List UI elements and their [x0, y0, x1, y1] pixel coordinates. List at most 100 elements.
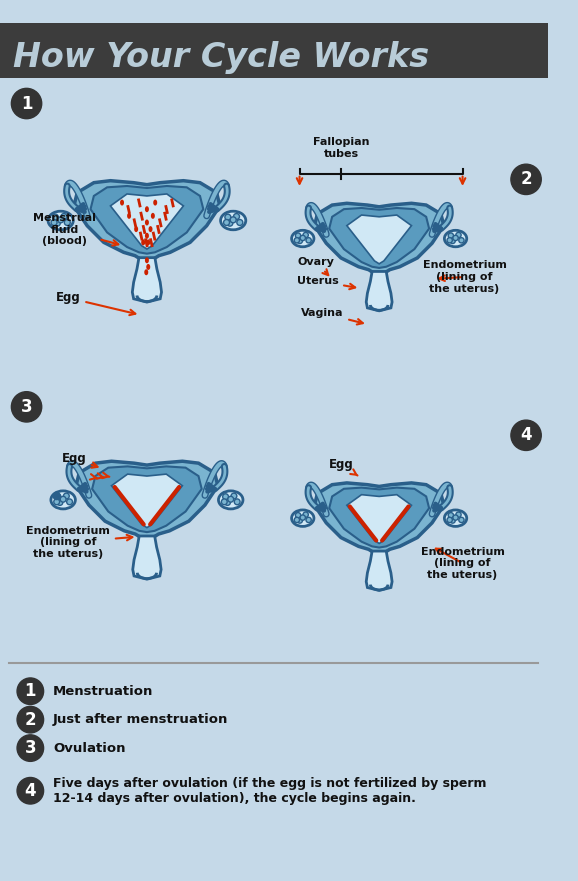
Text: 3: 3 — [24, 739, 36, 757]
Text: Menstrual
fluid
(blood): Menstrual fluid (blood) — [33, 213, 118, 246]
Circle shape — [453, 515, 458, 520]
Circle shape — [54, 499, 60, 505]
Polygon shape — [0, 23, 548, 78]
Circle shape — [295, 233, 301, 238]
Polygon shape — [91, 186, 203, 254]
Circle shape — [66, 499, 72, 505]
Circle shape — [228, 496, 234, 502]
Circle shape — [223, 493, 228, 500]
Circle shape — [60, 496, 66, 502]
Circle shape — [64, 493, 69, 499]
Circle shape — [55, 493, 61, 500]
Circle shape — [453, 235, 458, 241]
Text: Endometrium
(lining of
the uterus): Endometrium (lining of the uterus) — [27, 526, 132, 559]
Text: Ovary: Ovary — [297, 257, 334, 275]
Polygon shape — [329, 208, 429, 268]
Circle shape — [447, 517, 453, 522]
Circle shape — [237, 219, 243, 226]
Circle shape — [225, 500, 231, 506]
Polygon shape — [76, 462, 218, 538]
Text: Five days after ovulation (if the egg is not fertilized by sperm
12-14 days afte: Five days after ovulation (if the egg is… — [53, 777, 487, 804]
Circle shape — [12, 392, 42, 422]
Circle shape — [300, 515, 305, 520]
Circle shape — [456, 512, 461, 517]
Polygon shape — [112, 474, 183, 528]
Text: Just after menstruation: Just after menstruation — [53, 713, 228, 726]
Circle shape — [297, 518, 302, 523]
Circle shape — [448, 513, 454, 518]
Polygon shape — [347, 494, 412, 544]
Text: Vagina: Vagina — [301, 308, 363, 324]
Text: Menstruation: Menstruation — [53, 685, 153, 698]
Circle shape — [511, 420, 541, 450]
Text: Ovulation: Ovulation — [53, 742, 125, 755]
Circle shape — [303, 233, 308, 238]
Polygon shape — [347, 215, 412, 263]
Circle shape — [57, 500, 63, 506]
Ellipse shape — [144, 270, 148, 275]
Ellipse shape — [153, 200, 157, 205]
Circle shape — [511, 164, 541, 195]
Ellipse shape — [120, 200, 124, 205]
Circle shape — [456, 233, 461, 238]
Text: 1: 1 — [25, 682, 36, 700]
Ellipse shape — [51, 491, 75, 509]
Circle shape — [297, 238, 302, 243]
Circle shape — [54, 220, 60, 226]
Ellipse shape — [221, 211, 246, 230]
Polygon shape — [314, 483, 444, 553]
Circle shape — [306, 238, 312, 243]
Circle shape — [61, 213, 67, 219]
Circle shape — [448, 233, 454, 238]
Circle shape — [230, 217, 236, 223]
Polygon shape — [132, 257, 161, 302]
Text: 4: 4 — [520, 426, 532, 444]
Circle shape — [300, 235, 305, 241]
Ellipse shape — [444, 510, 466, 527]
Text: 2: 2 — [24, 711, 36, 729]
Circle shape — [234, 499, 240, 505]
Circle shape — [58, 217, 64, 223]
Circle shape — [225, 214, 231, 220]
Polygon shape — [110, 194, 183, 249]
Circle shape — [303, 512, 308, 517]
Text: How Your Cycle Works: How Your Cycle Works — [13, 41, 429, 74]
Ellipse shape — [127, 213, 131, 218]
Polygon shape — [366, 271, 392, 311]
Text: Endometrium
(lining of
the uterus): Endometrium (lining of the uterus) — [421, 546, 505, 580]
Circle shape — [17, 707, 43, 733]
Circle shape — [447, 238, 453, 243]
Circle shape — [450, 518, 455, 523]
Polygon shape — [329, 487, 429, 548]
Circle shape — [17, 735, 43, 761]
Circle shape — [17, 678, 43, 705]
Circle shape — [12, 88, 42, 119]
Circle shape — [51, 219, 57, 226]
Circle shape — [227, 220, 233, 226]
Polygon shape — [74, 181, 220, 260]
Circle shape — [17, 777, 43, 804]
Circle shape — [294, 517, 299, 522]
Text: Egg: Egg — [56, 292, 135, 315]
Ellipse shape — [149, 226, 153, 232]
Circle shape — [295, 513, 301, 518]
Text: Fallopian
tubes: Fallopian tubes — [313, 137, 369, 159]
Text: 1: 1 — [21, 94, 32, 113]
Ellipse shape — [48, 211, 73, 230]
Ellipse shape — [146, 264, 150, 270]
Ellipse shape — [444, 230, 466, 247]
Circle shape — [221, 499, 227, 505]
Text: Egg: Egg — [329, 458, 358, 476]
Polygon shape — [92, 466, 202, 532]
Circle shape — [53, 214, 58, 220]
Circle shape — [459, 238, 464, 243]
Text: 3: 3 — [21, 398, 32, 416]
Circle shape — [450, 238, 455, 243]
Ellipse shape — [145, 233, 149, 239]
Ellipse shape — [146, 240, 150, 246]
Text: Egg: Egg — [62, 453, 98, 468]
Circle shape — [53, 492, 60, 500]
Ellipse shape — [291, 510, 314, 527]
Polygon shape — [366, 552, 392, 590]
Ellipse shape — [134, 226, 138, 232]
